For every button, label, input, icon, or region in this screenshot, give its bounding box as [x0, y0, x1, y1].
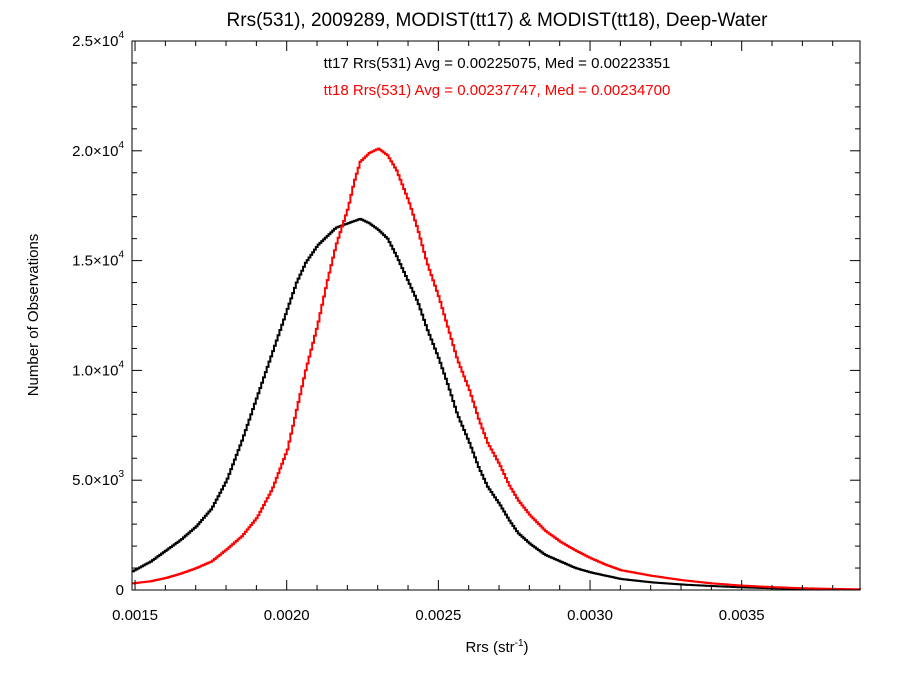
y-tick-label: 1.5×104 — [72, 250, 124, 270]
x-tick-label: 0.0030 — [567, 607, 613, 624]
series-tt17-line — [132, 217, 861, 591]
ticks-layer: 0.0015 0.0020 0.0025 0.0030 0.0035 0 5.0×103 1.… — [72, 30, 860, 624]
y-tick-label: 5.0×103 — [72, 469, 124, 489]
x-axis-label: Rrs (str-1) — [465, 638, 528, 656]
annotation-tt17: tt17 Rrs(531) Avg = 0.00225075, Med = 0.… — [324, 55, 671, 72]
y-tick-label: 0 — [116, 582, 124, 599]
chart-title: Rrs(531), 2009289, MODIST(tt17) & MODIST… — [227, 10, 769, 31]
x-axis-label-end: ) — [524, 639, 529, 656]
x-tick-label: 0.0020 — [264, 607, 310, 624]
x-tick-label: 0.0015 — [112, 607, 158, 624]
y-tick-label: 1.0×104 — [72, 359, 124, 379]
plot-frame — [131, 40, 861, 591]
y-tick-label: 2.0×104 — [72, 140, 124, 160]
x-axis-label-main: Rrs (str — [465, 639, 514, 656]
series-layer — [132, 147, 861, 591]
y-tick-label: 2.5×104 — [72, 30, 124, 50]
annotation-tt18: tt18 Rrs(531) Avg = 0.00237747, Med = 0.… — [324, 82, 671, 99]
x-tick-label: 0.0025 — [415, 607, 461, 624]
series-tt18-line — [132, 147, 861, 591]
y-axis-label: Number of Observations — [25, 234, 42, 397]
x-tick-label: 0.0035 — [719, 607, 765, 624]
x-axis-label-sup: -1 — [515, 638, 524, 649]
